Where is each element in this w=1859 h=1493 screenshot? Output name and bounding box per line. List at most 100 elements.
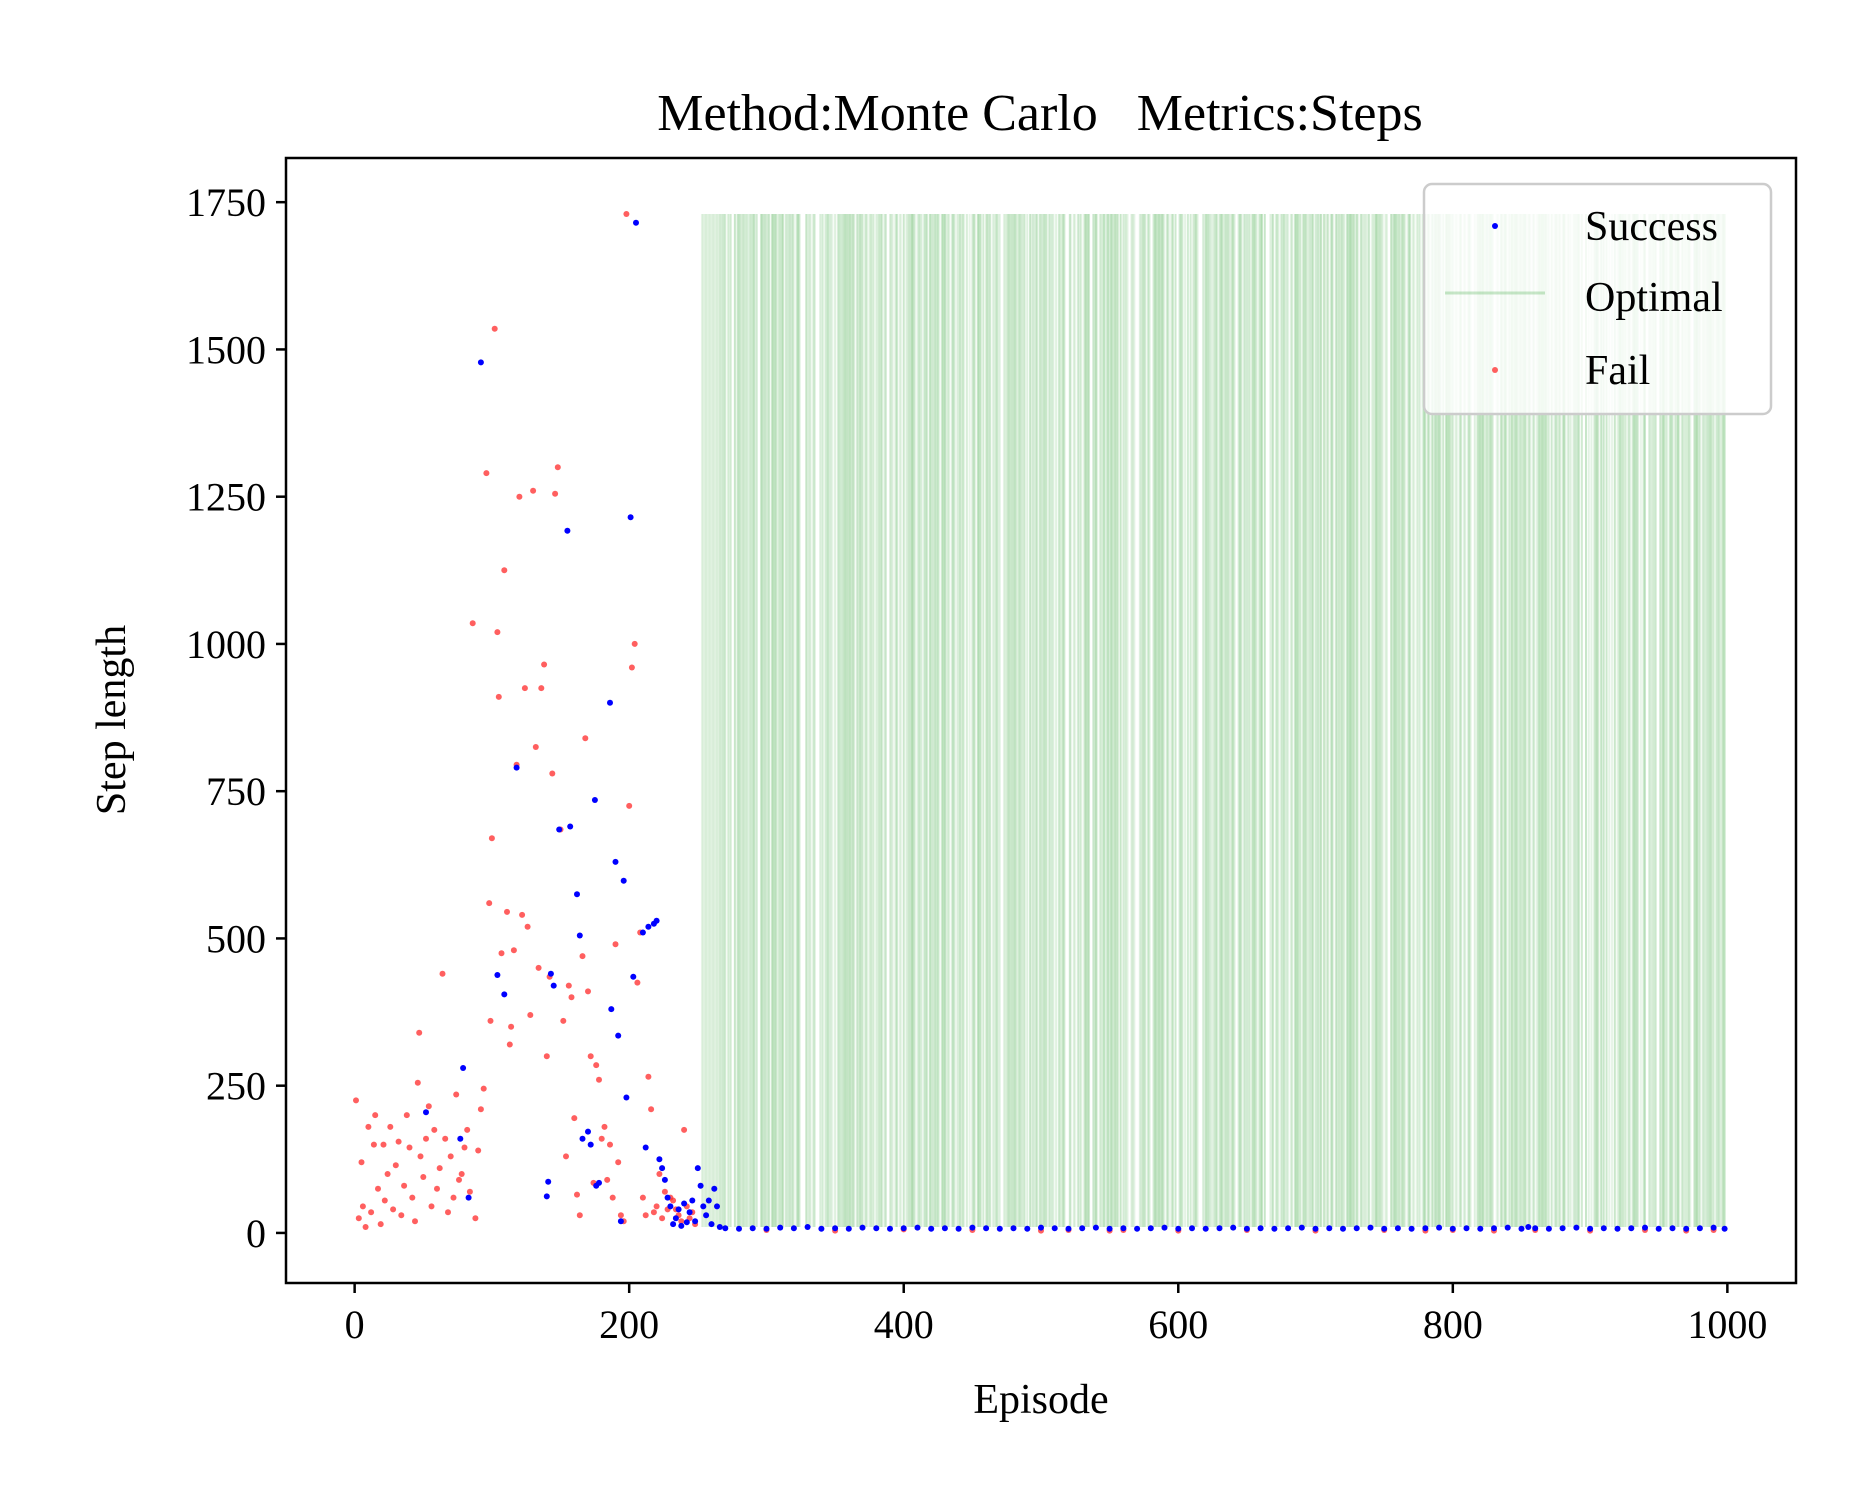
fail-point <box>587 1053 594 1060</box>
success-point <box>1559 1225 1566 1232</box>
success-point <box>556 826 563 833</box>
success-point <box>585 1128 591 1135</box>
fail-point <box>355 1215 362 1222</box>
success-point <box>941 1225 948 1232</box>
success-point <box>1367 1224 1374 1231</box>
fail-point <box>519 911 526 918</box>
success-point <box>887 1225 893 1232</box>
fail-point <box>423 1135 429 1142</box>
fail-point <box>494 629 501 636</box>
fail-point <box>434 1185 440 1192</box>
success-point <box>845 1225 852 1232</box>
fail-point <box>623 211 630 217</box>
success-point <box>1189 1225 1195 1232</box>
fail-point <box>466 1188 473 1195</box>
fail-point <box>387 1123 394 1130</box>
legend: Success Optimal Fail <box>1422 182 1773 416</box>
success-point <box>423 1109 429 1116</box>
fail-point <box>549 770 556 777</box>
fail-point <box>401 1182 408 1189</box>
x-tick-label: 400 <box>874 1302 934 1347</box>
success-point <box>1298 1224 1305 1231</box>
success-point <box>642 1144 649 1151</box>
success-point <box>1243 1225 1250 1232</box>
x-tick-label: 600 <box>1148 1302 1208 1347</box>
fail-point <box>403 1112 410 1119</box>
fail-point <box>609 1194 616 1201</box>
fail-point <box>563 1153 569 1160</box>
fail-point <box>653 1203 660 1210</box>
success-point <box>1230 1224 1237 1231</box>
fail-point <box>392 1162 399 1169</box>
fail-point <box>464 1126 471 1133</box>
success-point <box>859 1224 866 1231</box>
success-point <box>1408 1225 1415 1232</box>
fail-point <box>458 1171 465 1177</box>
x-axis-label: Episode <box>973 1377 1108 1423</box>
legend-label-optimal: Optimal <box>1585 275 1723 321</box>
fail-point <box>648 1106 655 1113</box>
success-point <box>596 1179 602 1186</box>
fail-point <box>659 1215 666 1222</box>
success-point <box>763 1225 770 1232</box>
x-tick-label: 0 <box>345 1302 365 1347</box>
success-point <box>873 1225 880 1232</box>
success-point <box>623 1094 630 1101</box>
success-point <box>1655 1225 1662 1232</box>
success-point <box>567 823 574 830</box>
success-point <box>749 1225 756 1232</box>
success-point <box>591 797 598 803</box>
fail-point <box>593 1062 600 1069</box>
fail-point <box>538 685 545 692</box>
fail-point <box>431 1126 438 1133</box>
success-point <box>1175 1225 1182 1232</box>
success-point <box>667 1203 674 1210</box>
success-point <box>1326 1225 1333 1232</box>
fail-point <box>604 1176 611 1183</box>
success-point <box>501 991 508 998</box>
y-tick-label: 500 <box>206 916 266 961</box>
success-point <box>1504 1224 1511 1231</box>
fail-point <box>541 661 548 668</box>
success-point <box>777 1224 784 1231</box>
fail-point <box>530 487 537 494</box>
legend-marker-success <box>1492 223 1498 229</box>
legend-box <box>1422 182 1773 416</box>
success-point <box>612 858 619 865</box>
fail-point <box>380 1141 387 1148</box>
fail-point <box>368 1209 375 1216</box>
success-point <box>547 970 554 977</box>
fail-point <box>535 964 542 971</box>
fail-point <box>585 988 591 995</box>
fail-point <box>475 1147 482 1154</box>
fail-point <box>670 1197 677 1204</box>
fail-point <box>543 1053 550 1060</box>
fail-point <box>508 1023 515 1030</box>
fail-point <box>370 1141 377 1148</box>
fail-point <box>486 900 493 907</box>
fail-point <box>607 1141 613 1148</box>
fail-point <box>365 1123 372 1130</box>
fail-point <box>398 1212 405 1219</box>
success-point <box>1436 1224 1443 1231</box>
fail-point <box>678 1218 685 1225</box>
success-point <box>1092 1224 1099 1231</box>
success-point <box>574 891 580 898</box>
success-point <box>1669 1225 1676 1232</box>
fail-point <box>639 1194 646 1201</box>
success-point <box>1573 1224 1580 1231</box>
success-point <box>664 1194 671 1201</box>
success-point <box>711 1185 718 1192</box>
fail-point <box>406 1144 413 1151</box>
success-point <box>1024 1225 1031 1232</box>
success-point <box>689 1197 696 1204</box>
legend-label-success: Success <box>1585 204 1718 250</box>
fail-point <box>353 1097 359 1104</box>
fail-point <box>504 908 510 915</box>
fail-point <box>436 1165 443 1172</box>
success-point <box>692 1218 699 1225</box>
fail-point <box>447 1153 454 1160</box>
success-point <box>1587 1225 1594 1232</box>
success-point <box>708 1221 715 1228</box>
success-point <box>955 1225 962 1232</box>
